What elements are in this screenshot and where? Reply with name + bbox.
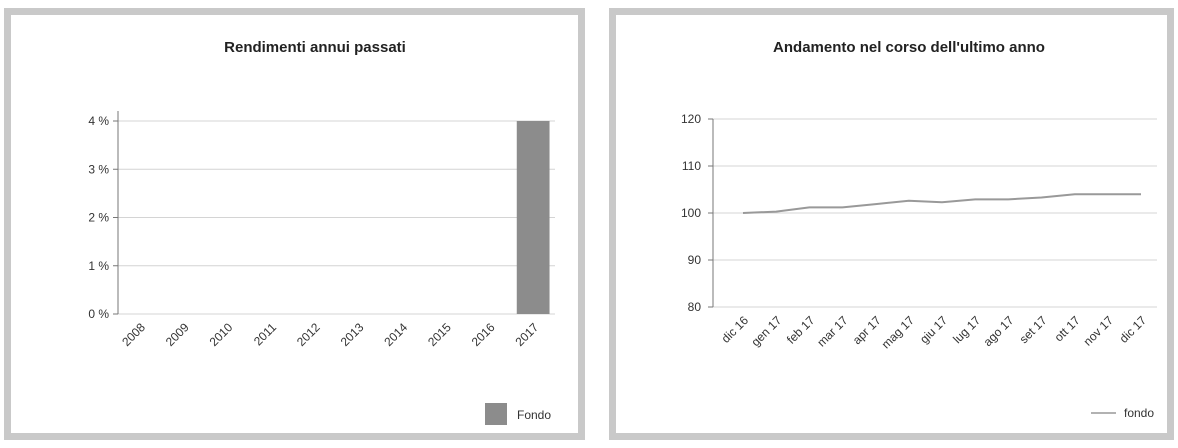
x-tick-label: mag 17: [879, 313, 917, 351]
chart-panel-annual-returns: Rendimenti annui passati 0 % 1 % 2 % 3 % 4 %…: [4, 8, 585, 440]
x-tick-label: 2009: [163, 320, 192, 349]
y-tick-label: 2 %: [88, 211, 109, 225]
legend-swatch: [485, 403, 507, 425]
x-tick-label: lug 17: [950, 313, 983, 346]
x-tick-label: 2013: [338, 320, 367, 349]
x-tick-label: dic 17: [1117, 313, 1150, 346]
series-line-fondo: [742, 193, 1141, 214]
x-tick-label: 2016: [469, 320, 498, 349]
y-tick-label: 4 %: [88, 114, 109, 128]
legend-label: fondo: [1124, 406, 1154, 420]
y-tick-label: 1 %: [88, 259, 109, 273]
chart-title: Rendimenti annui passati: [224, 39, 406, 56]
legend: Fondo: [485, 403, 551, 425]
y-tick-label: 90: [688, 253, 702, 267]
chart-panel-last-year-trend: Andamento nel corso dell'ultimo anno 80 9…: [609, 8, 1174, 440]
x-tick-label: 2010: [207, 320, 236, 349]
last-year-trend-chart: Andamento nel corso dell'ultimo anno 80 9…: [681, 39, 1157, 420]
x-tick-label: 2015: [425, 320, 454, 349]
x-tick-label: 2017: [512, 320, 541, 349]
y-tick-label: 0 %: [88, 307, 109, 321]
x-tick-label: giu 17: [917, 313, 950, 346]
x-tick-label: 2014: [381, 320, 410, 349]
x-tick-label: feb 17: [784, 313, 818, 347]
y-tick-label: 110: [682, 159, 701, 173]
annual-returns-chart: Rendimenti annui passati 0 % 1 % 2 % 3 % 4 %…: [88, 39, 555, 425]
y-tick-label: 120: [681, 112, 701, 126]
x-tick-label: ago 17: [981, 313, 1017, 349]
x-tick-label: set 17: [1017, 313, 1050, 346]
x-tick-label: mar 17: [814, 313, 851, 350]
x-tick-label: dic 16: [719, 313, 752, 346]
legend: fondo: [1091, 406, 1154, 420]
bar-2017: [516, 121, 550, 314]
x-tick-label: nov 17: [1081, 313, 1117, 349]
x-tick-label: 2011: [251, 320, 279, 348]
x-tick-label: gen 17: [748, 313, 784, 349]
legend-label: Fondo: [517, 408, 551, 422]
y-tick-label: 80: [688, 300, 702, 314]
chart-title: Andamento nel corso dell'ultimo anno: [773, 39, 1045, 56]
y-tick-label: 3 %: [88, 162, 109, 176]
x-tick-label: 2012: [294, 320, 323, 349]
y-tick-label: 100: [681, 206, 701, 220]
x-tick-label: ott 17: [1052, 313, 1083, 344]
x-tick-label: 2008: [119, 320, 148, 349]
